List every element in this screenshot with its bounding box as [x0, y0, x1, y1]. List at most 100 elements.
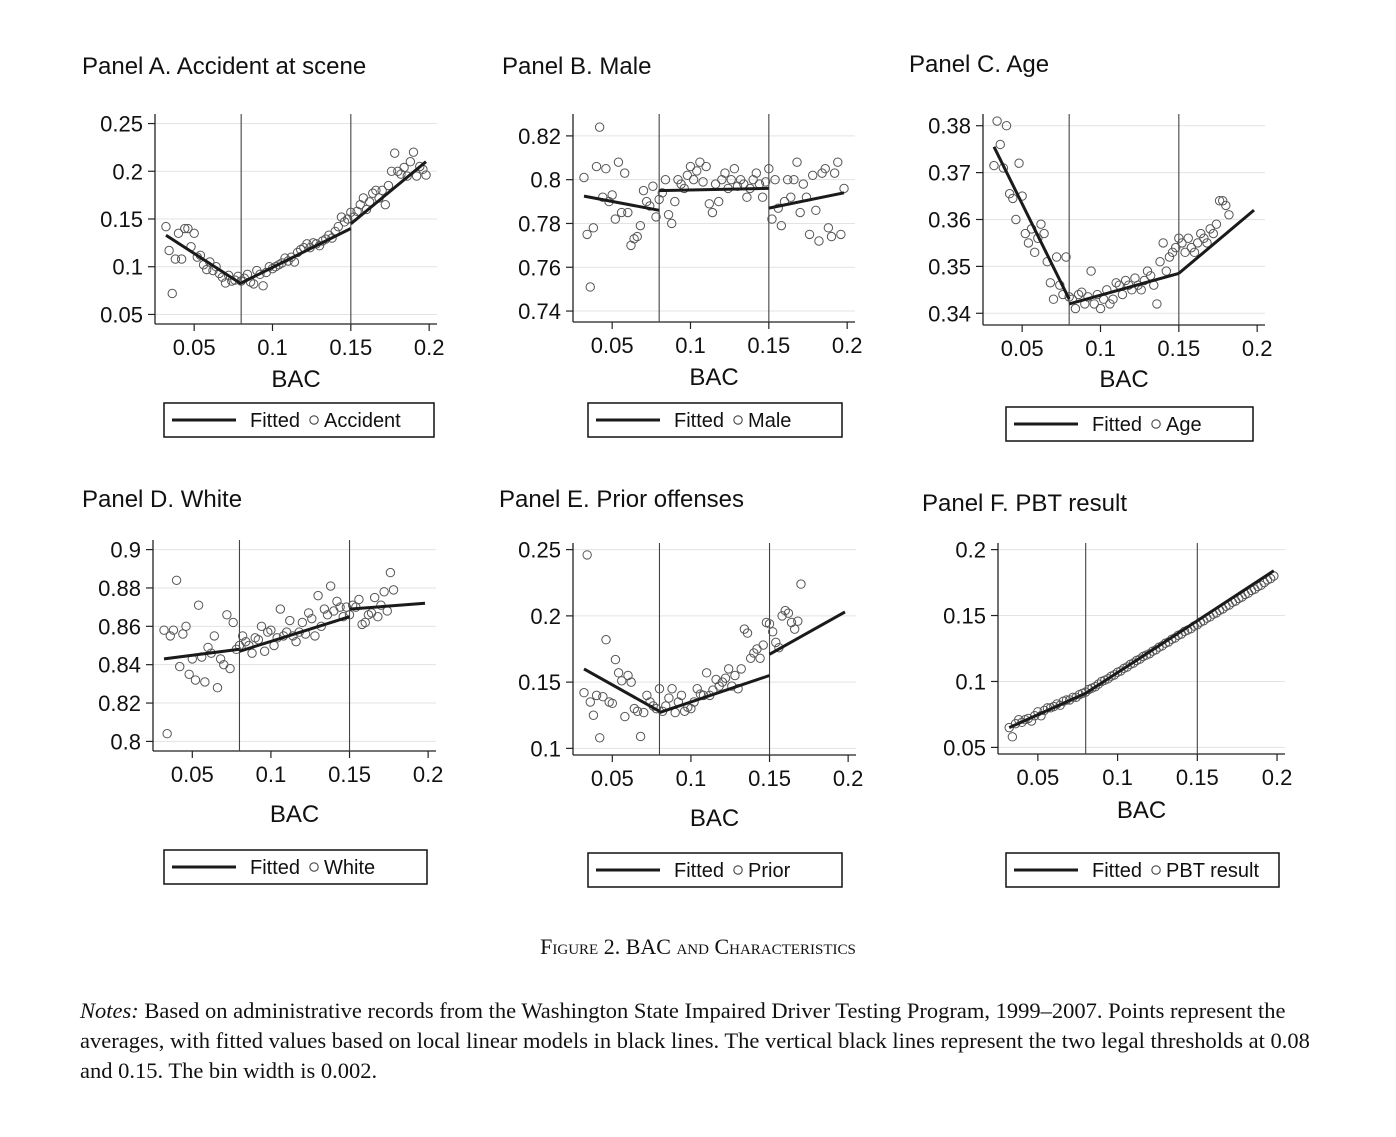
data-point [167, 288, 177, 299]
data-point [651, 212, 661, 222]
data-point [607, 698, 618, 709]
data-point [411, 171, 422, 181]
y-tick-label: 0.05 [943, 735, 986, 760]
data-point [170, 254, 181, 264]
data-point [1039, 228, 1049, 239]
data-point [667, 218, 677, 229]
data-point [701, 161, 711, 172]
data-point [1023, 238, 1034, 248]
data-point [165, 631, 175, 641]
data-point [373, 612, 383, 622]
x-tick-label: 0.1 [675, 333, 706, 358]
data-point [764, 164, 774, 174]
x-tick-label: 0.2 [414, 335, 445, 360]
data-point [793, 616, 803, 626]
data-point [820, 164, 830, 174]
x-tick-label: 0.15 [1157, 336, 1200, 361]
panel-title: Panel B. Male [502, 53, 651, 80]
data-point [654, 684, 665, 694]
fitted-line [1068, 271, 1180, 306]
data-point [405, 157, 416, 167]
y-tick-label: 0.1 [955, 669, 986, 694]
y-tick-label: 0.05 [100, 302, 143, 327]
data-point [285, 615, 295, 626]
data-point [617, 676, 627, 686]
data-point [1001, 121, 1012, 131]
data-point [1161, 266, 1172, 276]
data-point [183, 223, 193, 234]
data-point [212, 683, 223, 693]
data-point [364, 197, 375, 207]
legend-point-label: Prior [748, 860, 791, 882]
data-point [1117, 289, 1128, 300]
data-point [366, 608, 377, 618]
data-point [1202, 238, 1212, 248]
y-tick-label: 0.2 [112, 159, 143, 184]
data-point [755, 653, 765, 663]
legend-point-label: Accident [324, 410, 401, 432]
data-point [761, 177, 771, 187]
legend-point-swatch [1151, 865, 1161, 875]
data-point [635, 220, 646, 231]
y-tick-label: 0.86 [98, 614, 141, 639]
data-point [664, 693, 674, 703]
data-point [1211, 219, 1222, 229]
y-tick-label: 0.84 [98, 653, 141, 678]
data-point [720, 673, 731, 683]
data-point [620, 168, 630, 178]
data-point [377, 185, 387, 196]
data-point [1189, 247, 1200, 258]
data-point [1036, 219, 1046, 229]
data-point [303, 608, 314, 618]
figure-caption: Figure 2. BAC and Characteristics [0, 934, 1396, 960]
data-point [1167, 247, 1178, 258]
data-point [758, 640, 768, 650]
data-point [663, 210, 674, 220]
fitted-line [240, 227, 352, 285]
data-point [833, 157, 843, 167]
data-point [250, 633, 260, 643]
y-tick-label: 0.82 [518, 124, 561, 149]
data-point [588, 223, 599, 233]
notes-text: Based on administrative records from the… [80, 998, 1310, 1083]
data-point [390, 148, 400, 158]
data-point [369, 592, 380, 603]
data-point [601, 164, 611, 174]
figure-caption-text: BAC and Characteristics [625, 934, 856, 959]
data-point [339, 217, 350, 227]
data-point [249, 279, 259, 289]
data-point [253, 635, 264, 645]
x-axis-label: BAC [271, 366, 320, 393]
fitted-line [659, 674, 770, 715]
data-point [598, 692, 608, 702]
data-point [757, 192, 768, 202]
data-point [171, 575, 182, 585]
legend-point-label: Age [1166, 414, 1202, 436]
y-tick-label: 0.25 [100, 112, 143, 137]
data-point [1090, 682, 1100, 692]
data-point [707, 207, 718, 218]
data-point [275, 604, 286, 614]
data-point [598, 192, 608, 202]
data-point [1064, 292, 1074, 302]
data-point [667, 684, 677, 694]
y-tick-label: 0.15 [943, 604, 986, 629]
data-point [379, 587, 389, 597]
data-point [676, 690, 687, 701]
data-point [173, 228, 184, 239]
panel-4: Panel D. White 0.8 0.82 0.84 0.86 0.88 0.9 0.05… [82, 486, 444, 885]
x-axis-label: BAC [270, 801, 319, 828]
data-point [332, 596, 342, 607]
data-point [1183, 233, 1193, 243]
data-point [1014, 158, 1024, 168]
figure-notes: Notes: Based on administrative records f… [80, 996, 1320, 1086]
data-point [325, 581, 336, 591]
x-tick-label: 0.2 [413, 762, 444, 787]
panel-6: Panel F. PBT result 0.05 0.1 0.15 0.2 0.05 0.1… [922, 490, 1292, 888]
x-tick-label: 0.1 [676, 766, 707, 791]
data-point [796, 579, 806, 589]
data-point [256, 621, 267, 632]
y-tick-label: 0.2 [955, 538, 986, 563]
y-tick-label: 0.78 [518, 211, 561, 236]
data-point [610, 214, 620, 224]
